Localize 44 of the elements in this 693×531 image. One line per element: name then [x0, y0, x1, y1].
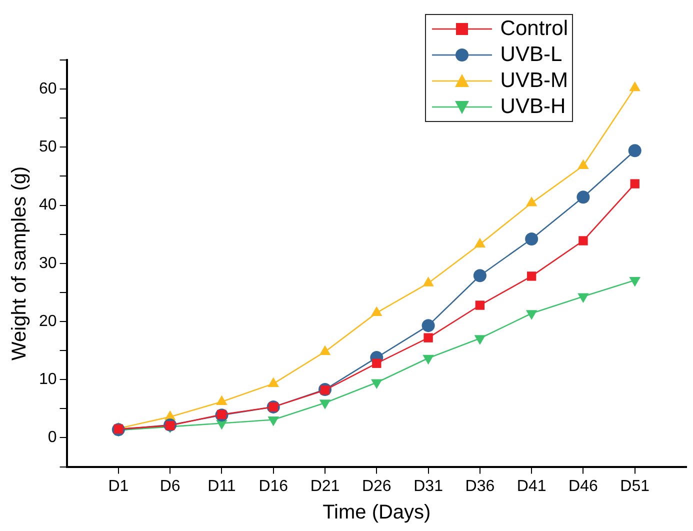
- point: [630, 179, 640, 188]
- point: [474, 238, 486, 248]
- point: [578, 236, 588, 246]
- y-tick-label: 40: [39, 196, 57, 214]
- point: [372, 358, 382, 368]
- point: [422, 319, 435, 332]
- x-tick-label: D46: [568, 478, 598, 495]
- x-tick-label: D41: [516, 478, 546, 495]
- x-tick-label: D51: [620, 478, 650, 495]
- y-tick-label: 30: [39, 254, 57, 272]
- x-tick-label: D36: [465, 478, 495, 495]
- x-tick-label: D1: [108, 478, 129, 495]
- point: [424, 333, 433, 342]
- y-tick-label: 10: [39, 371, 57, 388]
- point: [526, 272, 536, 281]
- x-tick-label: D11: [208, 478, 236, 495]
- point: [475, 300, 485, 310]
- point: [578, 159, 589, 170]
- y-axis-title: Weight of samples (g): [8, 166, 31, 360]
- legend-label: UVB-L: [500, 43, 562, 67]
- y-tick-label: 60: [39, 80, 57, 98]
- x-tick-label: D21: [310, 478, 340, 495]
- y-tick-label: 20: [39, 312, 57, 330]
- point: [268, 416, 279, 426]
- point: [371, 306, 382, 316]
- point: [526, 196, 538, 206]
- point: [319, 400, 331, 410]
- x-tick-label: D31: [414, 478, 444, 495]
- point: [629, 81, 640, 92]
- x-tick-label: D26: [362, 478, 392, 495]
- y-tick-label: 0: [48, 429, 57, 446]
- point: [422, 276, 434, 286]
- point: [473, 269, 486, 282]
- point: [371, 379, 382, 390]
- x-axis-title: Time (Days): [322, 502, 431, 524]
- point: [525, 232, 538, 246]
- legend-label: UVB-M: [500, 69, 568, 93]
- legend-label: Control: [500, 17, 568, 41]
- point: [576, 190, 590, 204]
- point: [628, 144, 642, 158]
- y-tick-label: 50: [39, 138, 57, 156]
- x-tick-label: D16: [258, 478, 288, 495]
- legend-label: UVB-H: [500, 95, 566, 119]
- x-tick-label: D6: [160, 478, 180, 495]
